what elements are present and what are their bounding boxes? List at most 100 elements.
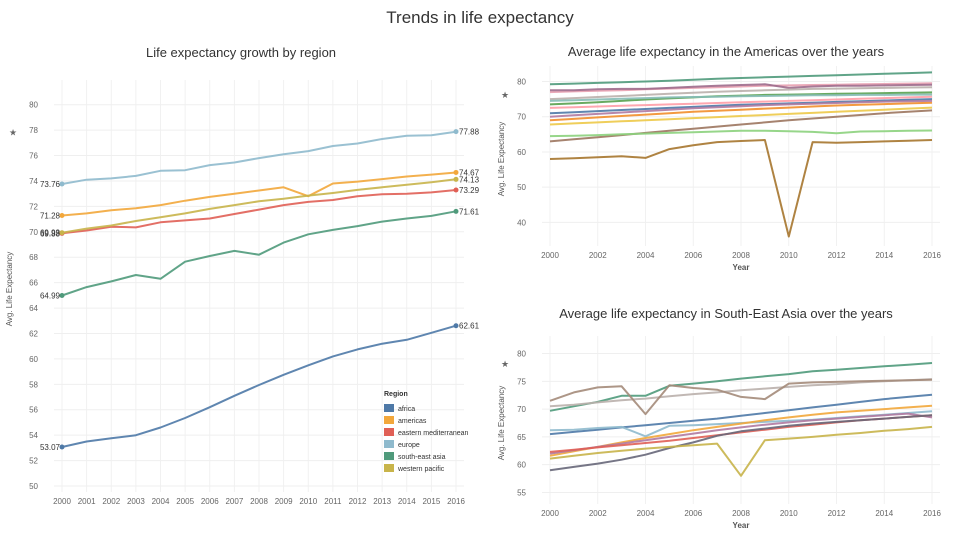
series-point [59, 181, 65, 187]
series-point [453, 129, 459, 135]
legend-title: Region [384, 391, 408, 398]
series-line [549, 425, 933, 477]
x-tick-label: 2004 [152, 497, 170, 506]
x-tick-label: 2002 [589, 251, 607, 260]
y-tick-label: 40 [517, 218, 526, 227]
data-label: 53.07 [40, 443, 61, 452]
y-tick-label: 80 [517, 350, 526, 359]
x-tick-label: 2006 [201, 497, 219, 506]
x-tick-label: 2004 [637, 251, 655, 260]
y-tick-label: 70 [29, 228, 38, 237]
data-label: 69.93 [40, 229, 61, 238]
series-line [549, 86, 933, 101]
x-tick-label: 2011 [324, 497, 342, 506]
x-tick-label: 2008 [250, 497, 268, 506]
y-tick-label: 50 [517, 183, 526, 192]
y-tick-label: 55 [517, 488, 526, 497]
y-tick-label: 72 [29, 202, 38, 211]
series-line [549, 109, 933, 143]
y-tick-label: 60 [517, 148, 526, 157]
series-line [549, 93, 932, 102]
x-tick-label: 2000 [541, 251, 559, 260]
y-axis-label: Avg. Life Expectancy [5, 252, 14, 327]
x-tick-label: 2006 [684, 251, 702, 260]
y-tick-label: 60 [29, 355, 38, 364]
series-point [453, 176, 459, 182]
series-line [61, 324, 457, 448]
x-tick-label: 2008 [732, 509, 750, 518]
series-point [59, 230, 65, 236]
data-label: 71.28 [40, 212, 61, 221]
series-line [549, 99, 933, 118]
series-line [549, 362, 933, 412]
legend-swatch [384, 404, 394, 412]
legend-label: south-east asia [398, 454, 446, 461]
y-tick-label: 62 [29, 329, 38, 338]
y-tick-label: 70 [517, 405, 526, 414]
series-line [549, 139, 933, 238]
chart-title: Average life expectancy in the Americas … [568, 44, 885, 59]
x-tick-label: 2009 [275, 497, 293, 506]
data-label: 74.67 [459, 168, 480, 177]
sort-icon: ★ [9, 127, 17, 137]
x-tick-label: 2002 [589, 509, 607, 518]
x-tick-label: 2002 [102, 497, 120, 506]
x-tick-label: 2012 [349, 497, 367, 506]
series-point [59, 213, 65, 219]
chart-title: Average life expectancy in South-East As… [559, 306, 893, 321]
x-tick-label: 2010 [780, 509, 798, 518]
data-label: 62.61 [459, 322, 480, 331]
series-point [453, 208, 459, 214]
y-axis-label: Avg. Life Expectancy [497, 122, 506, 197]
legend-label: europe [398, 442, 420, 449]
y-tick-label: 64 [29, 304, 38, 313]
y-tick-label: 65 [517, 433, 526, 442]
sort-icon: ★ [501, 359, 509, 369]
x-tick-label: 2013 [373, 497, 391, 506]
region-growth-chart: Life expectancy growth by region 2000 2001… [5, 45, 480, 506]
series-line [61, 189, 457, 235]
y-tick-label: 66 [29, 279, 38, 288]
x-tick-label: 2006 [684, 509, 702, 518]
x-tick-label: 2010 [780, 251, 798, 260]
y-tick-label: 80 [517, 78, 526, 87]
x-tick-label: 2010 [299, 497, 317, 506]
x-tick-label: 2014 [398, 497, 416, 506]
x-tick-label: 2004 [637, 509, 655, 518]
y-axis-label: Avg. Life Expectancy [497, 386, 506, 461]
data-label: 73.29 [459, 186, 480, 195]
x-tick-label: 2016 [447, 497, 465, 506]
y-tick-label: 74 [29, 177, 38, 186]
x-tick-label: 2014 [875, 251, 893, 260]
legend-swatch [384, 452, 394, 460]
x-tick-label: 2001 [78, 497, 96, 506]
series-line [549, 412, 933, 455]
x-tick-label: 2012 [828, 509, 846, 518]
data-label: 69.88 [40, 229, 61, 238]
series-line [549, 98, 933, 115]
series-line [61, 171, 457, 217]
x-axis-label: Year [733, 263, 750, 272]
series-line [61, 178, 457, 234]
series-line [61, 130, 457, 185]
legend-swatch [384, 428, 394, 436]
y-tick-label: 68 [29, 253, 38, 262]
x-tick-label: 2016 [923, 251, 941, 260]
y-tick-label: 50 [29, 482, 38, 491]
legend-swatch [384, 464, 394, 472]
series-line [549, 106, 933, 126]
data-label: 71.61 [459, 207, 480, 216]
y-tick-label: 76 [29, 152, 38, 161]
x-tick-label: 2005 [176, 497, 194, 506]
sort-icon: ★ [501, 90, 509, 100]
series-line [549, 378, 933, 416]
legend-swatch [384, 416, 394, 424]
data-label: 73.76 [40, 180, 61, 189]
dashboard-title: Trends in life expectancy [386, 8, 574, 27]
chart-title: Life expectancy growth by region [146, 45, 336, 60]
legend-label: americas [398, 418, 427, 425]
series-point [453, 169, 459, 175]
data-label: 64.99 [40, 291, 61, 300]
x-tick-label: 2008 [732, 251, 750, 260]
series-line [549, 95, 933, 109]
